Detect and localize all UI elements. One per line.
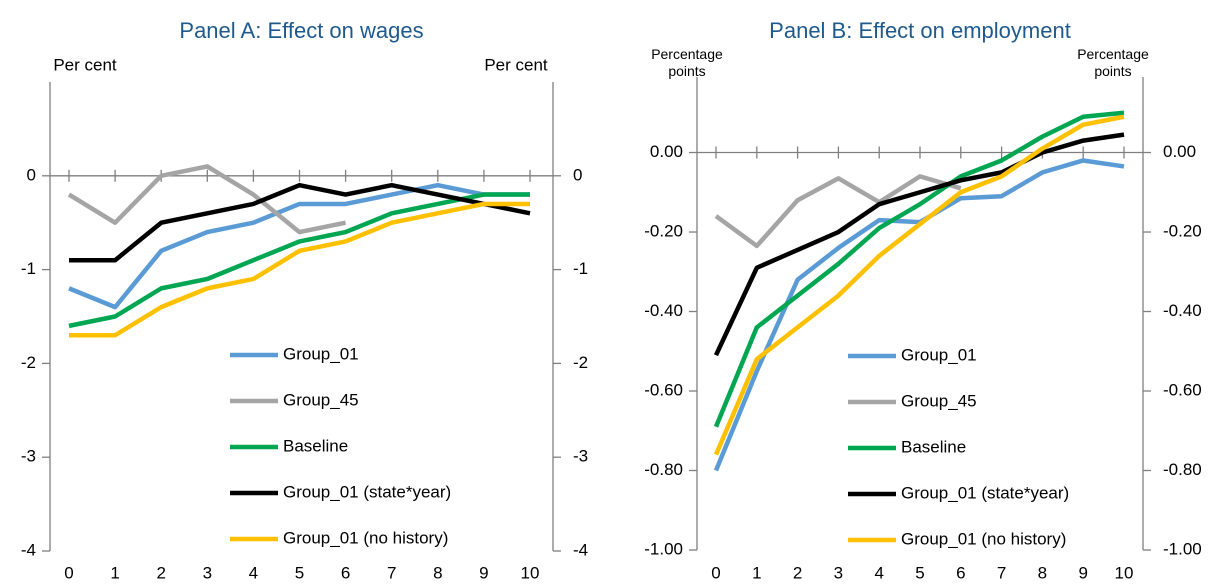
x-tick-label: 3 <box>834 563 843 582</box>
y-tick-label-right: -0.60 <box>1163 380 1202 399</box>
x-tick-label: 8 <box>433 563 442 582</box>
chart-title: Panel B: Effect on employment <box>769 18 1071 43</box>
y-tick-label: -0.20 <box>644 222 683 241</box>
chart-title: Panel A: Effect on wages <box>179 18 423 43</box>
x-tick-label: 5 <box>915 563 924 582</box>
axis-label: Per cent <box>53 55 117 74</box>
y-tick-label: 0 <box>27 165 36 184</box>
legend-label: Group_45 <box>901 391 977 410</box>
y-tick-label: -0.40 <box>644 301 683 320</box>
y-tick-label-right: 0.00 <box>1163 142 1196 161</box>
x-tick-label: 9 <box>479 563 488 582</box>
x-tick-label: 6 <box>956 563 965 582</box>
series-line <box>68 192 530 329</box>
x-tick-label: 1 <box>752 563 761 582</box>
x-tick-label: 1 <box>110 563 119 582</box>
legend-label: Group_01 (no history) <box>283 528 448 547</box>
x-tick-label: 7 <box>387 563 396 582</box>
x-tick-label: 8 <box>1038 563 1047 582</box>
series-line <box>713 132 1125 357</box>
x-tick-label: 4 <box>874 563 883 582</box>
series-line <box>68 182 530 310</box>
x-tick-label: 10 <box>1115 563 1134 582</box>
series-line <box>714 174 962 249</box>
y-tick-label: -2 <box>21 353 36 372</box>
series-line <box>69 182 531 263</box>
legend-label: Group_01 (state*year) <box>283 482 451 501</box>
y-tick-label-right: 0 <box>573 165 582 184</box>
y-tick-label-right: -1 <box>573 259 588 278</box>
y-tick-label-right: -0.40 <box>1163 301 1202 320</box>
legend-label: Group_45 <box>283 390 359 409</box>
x-tick-label: 7 <box>997 563 1006 582</box>
x-tick-label: 0 <box>64 563 73 582</box>
legend-label: Group_01 <box>901 345 977 364</box>
x-tick-label: 2 <box>156 563 165 582</box>
legend-label: Group_01 (no history) <box>901 529 1066 548</box>
x-tick-label: 5 <box>295 563 304 582</box>
legend-label: Baseline <box>283 436 348 455</box>
series-line <box>713 110 1125 428</box>
y-tick-label-right: -3 <box>573 447 588 466</box>
y-tick-label-right: -0.20 <box>1163 222 1202 241</box>
series-line <box>67 164 347 235</box>
x-tick-label: 0 <box>711 563 720 582</box>
axis-label: Percentage points <box>1077 46 1149 79</box>
x-tick-label: 10 <box>521 563 540 582</box>
y-tick-label-right: -4 <box>573 540 588 559</box>
axis-label: Per cent <box>484 55 548 74</box>
x-tick-label: 6 <box>341 563 350 582</box>
y-tick-label-right: -0.80 <box>1163 460 1202 479</box>
x-tick-label: 3 <box>203 563 212 582</box>
y-tick-label: -4 <box>21 540 36 559</box>
series-line <box>713 158 1125 472</box>
y-tick-label: -0.60 <box>644 380 683 399</box>
x-tick-label: 4 <box>249 563 258 582</box>
y-tick-label: -0.80 <box>644 460 683 479</box>
y-tick-label: -3 <box>21 447 36 466</box>
y-tick-label: -1.00 <box>644 539 683 558</box>
series-line <box>69 201 530 338</box>
legend-label: Group_01 <box>283 344 359 363</box>
axis-label: Percentage points <box>651 46 723 79</box>
y-tick-label: -1 <box>21 259 36 278</box>
y-tick-label-right: -1.00 <box>1163 539 1202 558</box>
legend-label: Group_01 (state*year) <box>901 483 1069 502</box>
x-tick-label: 2 <box>793 563 802 582</box>
series-line <box>713 114 1125 456</box>
legend-label: Baseline <box>901 437 966 456</box>
y-tick-label: 0.00 <box>650 142 683 161</box>
x-tick-label: 9 <box>1078 563 1087 582</box>
y-tick-label-right: -2 <box>573 353 588 372</box>
